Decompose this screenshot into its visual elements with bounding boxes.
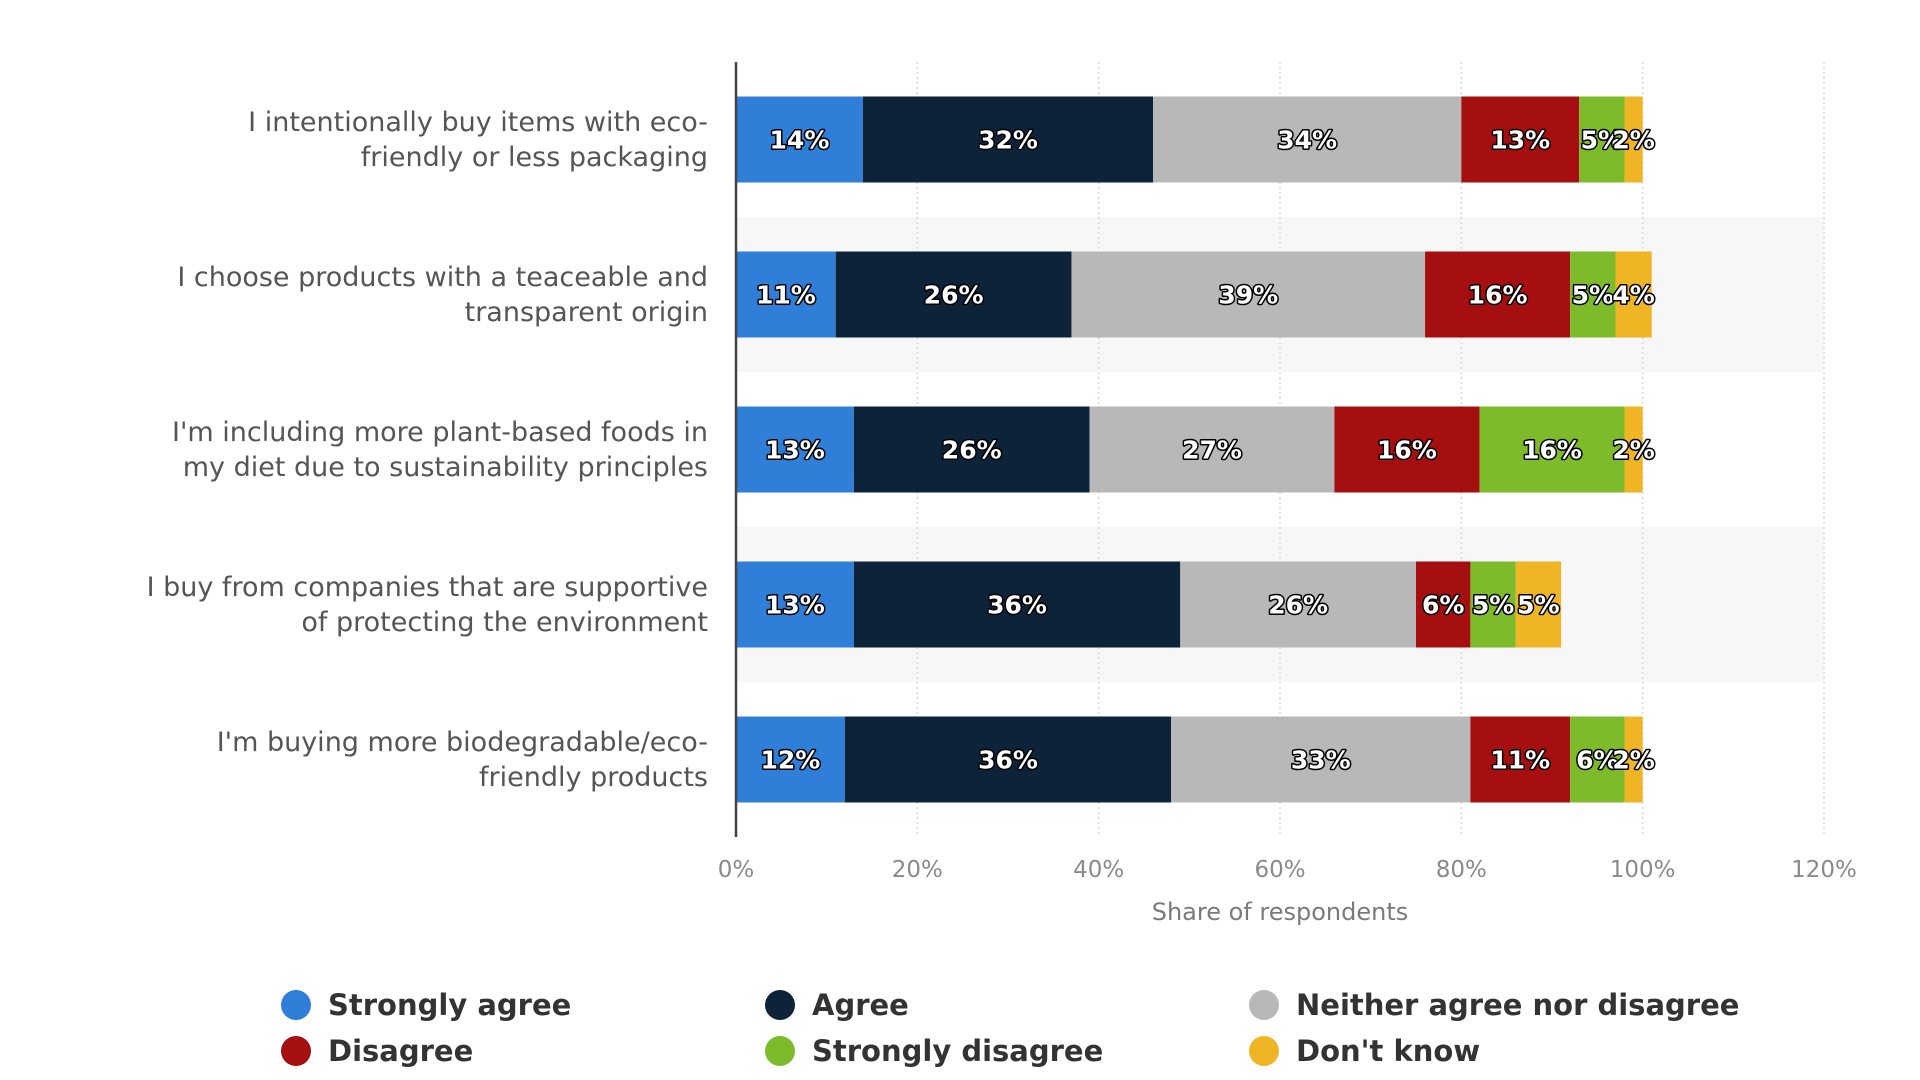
data-label: 13% bbox=[1490, 126, 1550, 155]
legend-marker bbox=[765, 1036, 795, 1066]
bar-segment-strongly-agree-row-1 bbox=[736, 96, 863, 183]
data-label: 36% bbox=[987, 591, 1047, 620]
bar-segment-disagree-row-2 bbox=[1425, 251, 1571, 338]
data-label: 2% bbox=[1612, 126, 1654, 155]
bar-segment-neither-agree-nor-disagree-row-4 bbox=[1180, 561, 1416, 648]
data-label: 12% bbox=[760, 746, 820, 775]
data-label: 6% bbox=[1422, 591, 1464, 620]
data-label: 5% bbox=[1472, 591, 1514, 620]
x-tick-label: 20% bbox=[892, 857, 943, 883]
data-label: 2% bbox=[1612, 436, 1654, 465]
category-label: I'm buying more biodegradable/eco- bbox=[217, 727, 708, 758]
bar-segment-neither-agree-nor-disagree-row-2 bbox=[1071, 251, 1426, 338]
category-label: my diet due to sustainability principles bbox=[183, 452, 708, 483]
legend-label: Agree bbox=[812, 988, 909, 1022]
bar-segment-don-t-know-row-5 bbox=[1624, 716, 1643, 803]
bar-segment-strongly-disagree-row-5 bbox=[1570, 716, 1625, 803]
data-label: 16% bbox=[1522, 436, 1582, 465]
bar-segment-agree-row-2 bbox=[835, 251, 1072, 338]
category-label: I buy from companies that are supportive bbox=[147, 572, 708, 603]
data-label: 14% bbox=[770, 126, 830, 155]
bar-segment-agree-row-4 bbox=[853, 561, 1181, 648]
data-label: 5% bbox=[1517, 591, 1559, 620]
x-tick-label: 100% bbox=[1610, 857, 1676, 883]
bar-segment-agree-row-1 bbox=[862, 96, 1154, 183]
legend-marker bbox=[1249, 1036, 1279, 1066]
x-axis-title: Share of respondents bbox=[1152, 898, 1409, 926]
category-label: friendly products bbox=[479, 762, 708, 793]
bar-segment-strongly-disagree-row-2 bbox=[1570, 251, 1616, 338]
bar-segment-disagree-row-5 bbox=[1470, 716, 1571, 803]
bar-segment-agree-row-5 bbox=[844, 716, 1172, 803]
data-label: 13% bbox=[765, 436, 825, 465]
bar-segment-don-t-know-row-3 bbox=[1624, 406, 1643, 493]
bar-segment-strongly-agree-row-5 bbox=[736, 716, 845, 803]
bar-segment-strongly-agree-row-2 bbox=[736, 251, 836, 338]
data-label: 5% bbox=[1581, 126, 1623, 155]
legend-label: Neither agree nor disagree bbox=[1296, 988, 1739, 1022]
legend-marker bbox=[765, 990, 795, 1020]
category-label: transparent origin bbox=[465, 297, 708, 328]
data-label: 34% bbox=[1277, 126, 1337, 155]
data-label: 27% bbox=[1182, 436, 1242, 465]
data-label: 39% bbox=[1218, 281, 1278, 310]
data-label: 13% bbox=[765, 591, 825, 620]
legend-label: Strongly disagree bbox=[812, 1034, 1103, 1068]
legend-label: Don't know bbox=[1296, 1034, 1480, 1068]
x-tick-label: 40% bbox=[1073, 857, 1124, 883]
legend-marker bbox=[1249, 990, 1279, 1020]
data-label: 33% bbox=[1291, 746, 1351, 775]
legend-marker bbox=[281, 990, 311, 1020]
x-tick-label: 80% bbox=[1436, 857, 1487, 883]
data-label: 2% bbox=[1612, 746, 1654, 775]
data-label: 5% bbox=[1572, 281, 1614, 310]
category-label: friendly or less packaging bbox=[361, 142, 708, 173]
data-label: 6% bbox=[1576, 746, 1618, 775]
bar-segment-strongly-disagree-row-4 bbox=[1470, 561, 1516, 648]
category-label: I intentionally buy items with eco- bbox=[248, 107, 708, 138]
bar-segment-disagree-row-1 bbox=[1461, 96, 1580, 183]
bar-segment-neither-agree-nor-disagree-row-3 bbox=[1089, 406, 1335, 493]
bar-segment-strongly-agree-row-3 bbox=[736, 406, 854, 493]
data-label: 4% bbox=[1612, 281, 1654, 310]
x-tick-label: 120% bbox=[1791, 857, 1857, 883]
data-label: 26% bbox=[942, 436, 1002, 465]
data-label: 16% bbox=[1377, 436, 1437, 465]
bar-segment-strongly-disagree-row-3 bbox=[1479, 406, 1625, 493]
bar-segment-neither-agree-nor-disagree-row-5 bbox=[1171, 716, 1471, 803]
bar-segment-agree-row-3 bbox=[853, 406, 1090, 493]
category-label: I choose products with a teaceable and bbox=[177, 262, 708, 293]
data-label: 32% bbox=[978, 126, 1038, 155]
x-tick-label: 0% bbox=[718, 857, 755, 883]
data-label: 11% bbox=[756, 281, 816, 310]
bar-segment-strongly-agree-row-4 bbox=[736, 561, 854, 648]
bar-segment-neither-agree-nor-disagree-row-1 bbox=[1153, 96, 1462, 183]
data-label: 36% bbox=[978, 746, 1038, 775]
bar-segment-strongly-disagree-row-1 bbox=[1579, 96, 1625, 183]
bar-segment-don-t-know-row-2 bbox=[1615, 251, 1652, 338]
bar-segment-don-t-know-row-1 bbox=[1624, 96, 1643, 183]
data-label: 11% bbox=[1490, 746, 1550, 775]
category-label: of protecting the environment bbox=[301, 607, 708, 638]
legend-label: Disagree bbox=[328, 1034, 473, 1068]
data-label: 26% bbox=[924, 281, 984, 310]
data-label: 16% bbox=[1468, 281, 1528, 310]
category-label: I'm including more plant-based foods in bbox=[172, 417, 708, 448]
bar-segment-don-t-know-row-4 bbox=[1515, 561, 1562, 648]
legend-label: Strongly agree bbox=[328, 988, 571, 1022]
bar-segment-disagree-row-3 bbox=[1334, 406, 1480, 493]
x-tick-label: 60% bbox=[1254, 857, 1305, 883]
bar-segment-disagree-row-4 bbox=[1416, 561, 1471, 648]
data-label: 26% bbox=[1268, 591, 1328, 620]
legend-marker bbox=[281, 1036, 311, 1066]
